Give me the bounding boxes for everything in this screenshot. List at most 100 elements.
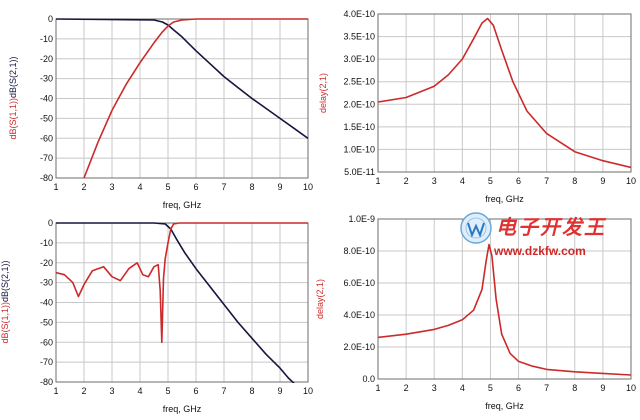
series-line <box>378 243 631 376</box>
x-tick-label: 7 <box>221 386 226 396</box>
x-tick-label: 5 <box>165 182 170 192</box>
watermark-chinese-text: 电子开发王 <box>496 216 607 239</box>
y-tick-label: 3.0E-10 <box>343 54 375 64</box>
y-tick-label: 5.0E-11 <box>344 167 375 177</box>
x-tick-label: 10 <box>626 176 636 186</box>
x-tick-label: 3 <box>109 182 114 192</box>
y-tick-label: -40 <box>40 298 53 308</box>
series-line <box>378 17 631 169</box>
x-tick-label: 7 <box>544 383 549 393</box>
y-tick-label: -80 <box>40 377 53 387</box>
chart-s-params-bottom: 1 2 3 4 5 6 7 8 9 10 0 -10 -20 -30 -40 -50 -60 -70 -80 freq… <box>0 218 313 414</box>
y-tick-label: 2.0E-10 <box>343 99 375 109</box>
watermark: 电子开发王 www.dzkfw.com <box>460 212 607 258</box>
plot-frame <box>377 218 632 380</box>
x-tick-label: 7 <box>221 182 226 192</box>
x-tick-label: 2 <box>81 182 86 192</box>
x-tick-label: 9 <box>600 383 605 393</box>
y-tick-label: -20 <box>40 258 53 268</box>
y-tick-label: 4.0E-10 <box>343 310 375 320</box>
y-tick-label: -30 <box>40 278 53 288</box>
x-tick-label: 8 <box>572 383 577 393</box>
x-tick-label: 4 <box>137 182 142 192</box>
x-tick-label: 5 <box>488 176 493 186</box>
y-axis-label-part: delay(2,1) <box>315 279 325 319</box>
y-tick-label: -10 <box>40 34 53 44</box>
y-tick-label: -60 <box>40 133 53 143</box>
x-tick-label: 4 <box>460 176 465 186</box>
y-axis-label-part: dB(S(1,1)) <box>8 98 18 140</box>
x-tick-label: 10 <box>303 386 313 396</box>
x-tick-label: 8 <box>249 386 254 396</box>
x-tick-label: 3 <box>432 176 437 186</box>
x-tick-label: 6 <box>516 383 521 393</box>
x-tick-label: 5 <box>488 383 493 393</box>
x-tick-label: 1 <box>375 176 380 186</box>
y-tick-label: 0 <box>48 218 53 228</box>
chart-s-params-top: 1 2 3 4 5 6 7 8 9 10 0 -10 -20 -30 -40 -50 -60 -70 -80 freq… <box>8 14 313 210</box>
y-tick-label: 0 <box>48 14 53 24</box>
y-tick-label: 2.0E-10 <box>343 342 375 352</box>
y-axis-label: delay(2,1) <box>318 73 328 113</box>
chart-delay-bottom: 1 2 3 4 5 6 7 8 9 10 1.0E-9 8.0E-10 6.0E-10 4.0E-10 2.… <box>315 214 636 411</box>
series-line <box>56 222 295 383</box>
x-tick-label: 2 <box>404 176 409 186</box>
x-tick-label: 1 <box>53 386 58 396</box>
x-tick-label: 8 <box>249 182 254 192</box>
x-tick-label: 3 <box>109 386 114 396</box>
x-tick-label: 1 <box>53 182 58 192</box>
y-tick-label: 8.0E-10 <box>343 246 375 256</box>
x-tick-label: 10 <box>626 383 636 393</box>
chart-delay-top: 1 2 3 4 5 6 7 8 9 10 4.0E-10 3.5E-10 3.0E-10 2.5E-10 2… <box>318 9 636 204</box>
y-tick-label: 3.5E-10 <box>343 32 375 42</box>
series-line <box>56 222 308 344</box>
y-tick-label: -80 <box>40 173 53 183</box>
y-axis-label-part: dB(S(2,1)) <box>8 56 18 98</box>
x-tick-label: 1 <box>375 383 380 393</box>
x-axis-label: freq, GHz <box>163 404 202 414</box>
x-tick-label: 5 <box>165 386 170 396</box>
series-line <box>56 18 308 139</box>
series-line <box>83 18 308 179</box>
x-tick-label: 6 <box>516 176 521 186</box>
y-tick-label: -70 <box>40 357 53 367</box>
y-axis-label: dB(S(1,1))dB(S(2,1)) <box>0 260 10 343</box>
y-tick-label: 2.5E-10 <box>343 77 375 87</box>
x-axis-label: freq, GHz <box>485 401 524 411</box>
watermark-url-text: www.dzkfw.com <box>493 244 586 258</box>
y-tick-label: -60 <box>40 337 53 347</box>
x-tick-label: 4 <box>460 383 465 393</box>
y-axis-label: dB(S(1,1))dB(S(2,1)) <box>8 56 18 139</box>
y-tick-label: 1.0E-9 <box>348 214 375 224</box>
x-tick-label: 6 <box>193 182 198 192</box>
y-axis-label-part: dB(S(1,1)) <box>0 302 10 344</box>
y-axis-label-part: dB(S(2,1)) <box>0 260 10 302</box>
x-tick-label: 4 <box>137 386 142 396</box>
x-tick-label: 9 <box>277 182 282 192</box>
y-tick-label: -20 <box>40 54 53 64</box>
plot-frame <box>377 13 632 173</box>
y-tick-label: -50 <box>40 113 53 123</box>
x-tick-label: 8 <box>572 176 577 186</box>
y-tick-label: 1.0E-10 <box>343 144 375 154</box>
x-tick-label: 2 <box>81 386 86 396</box>
plot-frame <box>55 18 309 179</box>
y-tick-label: 0.0 <box>362 374 375 384</box>
x-tick-label: 9 <box>277 386 282 396</box>
x-axis-label: freq, GHz <box>163 200 202 210</box>
x-tick-label: 9 <box>600 176 605 186</box>
x-tick-label: 10 <box>303 182 313 192</box>
y-tick-label: -70 <box>40 153 53 163</box>
x-tick-label: 6 <box>193 386 198 396</box>
y-tick-label: -40 <box>40 94 53 104</box>
y-tick-label: -10 <box>40 238 53 248</box>
x-tick-label: 3 <box>432 383 437 393</box>
y-tick-label: 4.0E-10 <box>343 9 375 19</box>
y-axis-label: delay(2,1) <box>315 279 325 319</box>
y-tick-label: 6.0E-10 <box>343 278 375 288</box>
watermark-logo-icon <box>460 212 492 244</box>
x-tick-label: 2 <box>404 383 409 393</box>
y-tick-label: 1.5E-10 <box>343 122 375 132</box>
x-axis-label: freq, GHz <box>485 194 524 204</box>
